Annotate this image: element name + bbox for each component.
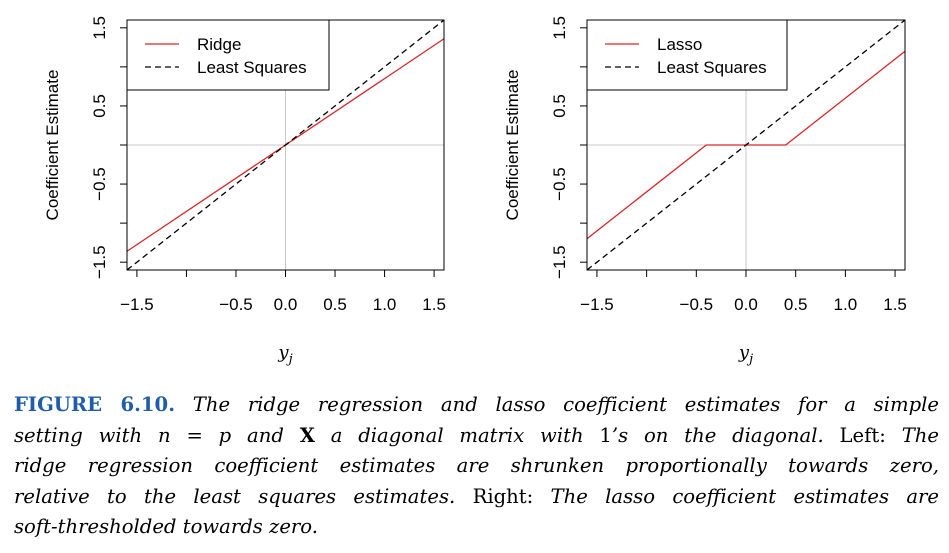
legend: Ridge Least Squares	[126, 19, 330, 91]
figure-caption: FIGURE 6.10. The ridge regression and la…	[14, 390, 939, 543]
y-tick-label: 0.5	[90, 94, 109, 118]
x-tick-label: 0.5	[784, 295, 808, 314]
y-tick-label: 0.5	[550, 94, 569, 118]
caption-line: soft-thresholded towards zero.	[14, 512, 939, 543]
caption-text: =	[170, 423, 219, 447]
y-tick-label: −1.5	[550, 245, 569, 279]
x-axis-label: yj	[738, 342, 753, 367]
caption-line: relative to the least squares estimates.…	[14, 482, 939, 513]
x-tick-label: 0.0	[734, 295, 758, 314]
caption-figure-label: FIGURE 6.10.	[14, 393, 176, 416]
x-tick-label: −1.5	[580, 295, 614, 314]
legend-label: Lasso	[657, 35, 702, 54]
caption-text: The lasso coefficient estimates are	[550, 484, 940, 508]
caption-text: 1	[599, 423, 612, 447]
caption-line: FIGURE 6.10. The ridge regression and la…	[14, 390, 939, 421]
series-line-least-squares	[587, 20, 905, 270]
caption-text: a diagonal matrix with	[314, 423, 600, 447]
caption-text: soft-thresholded towards zero.	[14, 515, 318, 538]
legend: Lasso Least Squares	[586, 19, 788, 91]
caption-line: ridge regression coefficient estimates a…	[14, 451, 939, 482]
x-axis-label: yj	[277, 342, 292, 367]
caption-text: p	[218, 423, 232, 447]
legend-label: Ridge	[197, 35, 241, 54]
caption-text: ridge regression coefficient estimates a…	[14, 454, 939, 477]
caption-text: X	[299, 423, 315, 447]
caption-text: n	[158, 423, 171, 447]
series-line-least-squares	[127, 20, 444, 270]
x-tick-label: −0.5	[680, 295, 714, 314]
caption-text: ’s on the diagonal.	[611, 423, 824, 447]
y-tick-label: 1.5	[90, 16, 109, 40]
x-tick-label: 0.5	[323, 295, 347, 314]
left-ridge-plot: −1.5 −0.5 0.0 0.5 1.0 1.5 −1.5 −0.5 0.5 1.5 Coeffi…	[43, 16, 446, 367]
caption-line: setting with n = p and X a diagonal matr…	[14, 421, 939, 452]
y-axis-label: Coefficient Estimate	[503, 70, 522, 221]
y-tick-label: 1.5	[550, 16, 569, 40]
legend-label: Least Squares	[657, 58, 767, 77]
caption-text: relative to the least squares estimates.	[14, 484, 456, 508]
caption-text: and	[231, 423, 300, 447]
caption-text: Left:	[823, 423, 902, 447]
x-tick-label: −1.5	[120, 295, 154, 314]
y-tick-label: −0.5	[90, 167, 109, 201]
x-tick-label: 1.5	[883, 295, 907, 314]
x-tick-label: 1.0	[834, 295, 858, 314]
caption-text: Right:	[455, 484, 551, 508]
x-tick-label: −0.5	[219, 295, 253, 314]
y-tick-label: −1.5	[90, 245, 109, 279]
caption-text: The	[901, 423, 939, 447]
x-tick-label: 0.0	[274, 295, 298, 314]
caption-text: setting with	[14, 423, 158, 447]
y-tick-label: −0.5	[550, 167, 569, 201]
x-tick-label: 1.5	[422, 295, 446, 314]
right-lasso-plot: −1.5 −0.5 0.0 0.5 1.0 1.5 −1.5 −0.5 0.5 1.5 Coeffi…	[503, 16, 907, 367]
y-axis-label: Coefficient Estimate	[43, 70, 62, 221]
x-tick-label: 1.0	[373, 295, 397, 314]
caption-text: The ridge regression and lasso coefficie…	[175, 393, 939, 416]
legend-label: Least Squares	[197, 58, 307, 77]
